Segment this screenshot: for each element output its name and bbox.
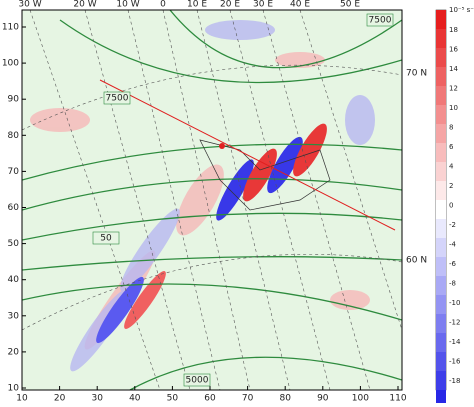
longitude-label: 10 E xyxy=(187,0,207,10)
colorbar-swatch xyxy=(436,162,446,181)
colorbar-tick-label: 2 xyxy=(449,182,453,190)
contour-label: 7500 xyxy=(369,16,392,26)
colorbar-tick-label: 4 xyxy=(449,163,454,171)
colorbar-swatch xyxy=(436,238,446,257)
colorbar-tick-label: -6 xyxy=(449,260,457,268)
colorbar-swatch xyxy=(436,257,446,276)
y-tick-label: 50 xyxy=(8,239,20,249)
x-tick-label: 90 xyxy=(317,394,329,404)
colorbar-swatch xyxy=(436,314,446,333)
y-tick-label: 40 xyxy=(8,275,20,285)
contour-label: 5000 xyxy=(186,376,209,386)
colorbar-swatch xyxy=(436,29,446,48)
map-frame xyxy=(21,9,403,391)
longitude-label: 40 E xyxy=(290,0,310,10)
y-tick-label: 20 xyxy=(8,347,20,357)
longitude-label: 30 E xyxy=(253,0,273,10)
x-tick-label: 110 xyxy=(389,394,406,404)
contour-label-box xyxy=(92,231,120,245)
y-tick-label: 110 xyxy=(2,23,19,33)
longitude-label: 50 E xyxy=(340,0,360,10)
x-tick-label: 80 xyxy=(279,394,291,404)
colorbar-tick-label: -14 xyxy=(449,338,461,346)
colorbar-tick-label: -16 xyxy=(449,358,461,366)
contour-label-box xyxy=(366,13,394,27)
colorbar-tick-label: -8 xyxy=(449,280,456,288)
colorbar-swatch xyxy=(436,67,446,86)
longitude-label: 20 W xyxy=(73,0,96,10)
colorbar-swatch xyxy=(436,333,446,352)
colorbar-tick-label: 10 xyxy=(449,104,458,112)
colorbar-tick-label: 18 xyxy=(449,26,458,34)
colorbar-swatch xyxy=(436,105,446,124)
colorbar-tick-label: 6 xyxy=(449,143,454,151)
x-tick-label: 20 xyxy=(54,394,66,404)
colorbar-swatch xyxy=(436,371,446,390)
x-tick-label: 70 xyxy=(242,394,254,404)
colorbar-tick-label: -4 xyxy=(449,241,457,249)
colorbar-tick-label: 14 xyxy=(449,65,458,73)
y-tick-label: 70 xyxy=(8,167,20,177)
contour-label-box xyxy=(103,91,131,105)
colorbar-swatch xyxy=(436,276,446,295)
colorbar-swatch xyxy=(436,124,446,143)
map-field xyxy=(22,10,402,390)
colorbar-swatch xyxy=(436,352,446,371)
y-tick-label: 100 xyxy=(2,59,19,69)
colorbar-tick-label: -12 xyxy=(449,319,460,327)
colorbar-tick-label: 8 xyxy=(449,124,453,132)
longitude-label: 10 W xyxy=(116,0,139,10)
x-tick-label: 10 xyxy=(16,394,28,404)
x-tick-label: 100 xyxy=(352,394,369,404)
colorbar-unit: 10⁻⁵ s⁻¹ xyxy=(449,6,474,14)
colorbar-tick-label: -2 xyxy=(449,221,456,229)
colorbar-swatch xyxy=(436,86,446,105)
y-tick-label: 90 xyxy=(8,95,20,105)
longitude-label: 30 W xyxy=(18,0,41,10)
colorbar-swatch xyxy=(436,10,446,29)
colorbar-tick-label: 12 xyxy=(449,85,458,93)
y-tick-label: 10 xyxy=(8,384,20,394)
y-tick-label: 30 xyxy=(8,311,20,321)
colorbar-swatch xyxy=(436,219,446,238)
contour-label: 50 xyxy=(100,234,112,244)
x-tick-label: 60 xyxy=(204,394,216,404)
y-tick-label: 60 xyxy=(8,203,20,213)
y-tick-label: 80 xyxy=(8,131,20,141)
colorbar-swatch xyxy=(436,390,446,407)
longitude-label: 20 E xyxy=(220,0,240,10)
x-tick-label: 30 xyxy=(91,394,103,404)
colorbar-tick-label: 16 xyxy=(449,46,458,54)
colorbar-swatch xyxy=(436,200,446,219)
x-tick-label: 50 xyxy=(167,394,179,404)
latitude-label: 70 N xyxy=(406,69,427,79)
contour-label: 7500 xyxy=(106,94,129,104)
colorbar-swatch xyxy=(436,143,446,162)
latitude-label: 60 N xyxy=(406,256,427,266)
colorbar-swatch xyxy=(436,181,446,200)
colorbar-tick-label: 0 xyxy=(449,202,453,210)
colorbar-swatch xyxy=(436,295,446,314)
colorbar-tick-label: -10 xyxy=(449,299,460,307)
colorbar-tick-label: -18 xyxy=(449,377,460,385)
contour-label-box xyxy=(183,373,211,387)
x-tick-label: 40 xyxy=(129,394,141,404)
colorbar-swatch xyxy=(436,48,446,67)
longitude-label: 0 xyxy=(160,0,166,10)
